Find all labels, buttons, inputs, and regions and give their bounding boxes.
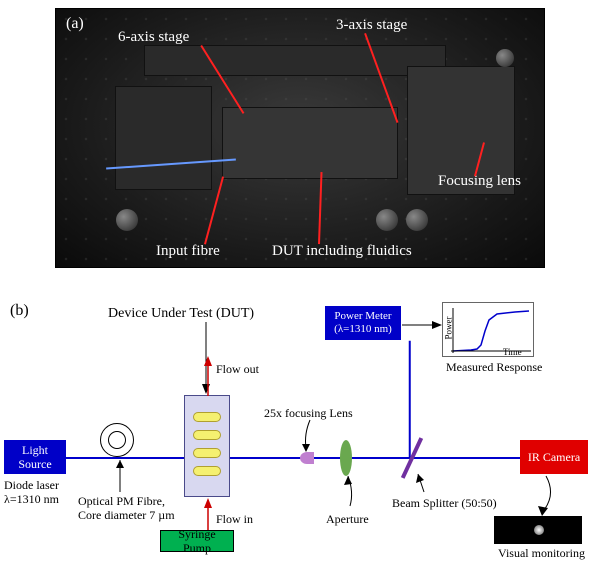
power-meter-box: Power Meter (λ=1310 nm) bbox=[325, 306, 401, 340]
graph-xlabel: Time bbox=[503, 347, 522, 357]
annotation-focuslens: Focusing lens bbox=[438, 173, 521, 190]
measured-response-text: Measured Response bbox=[446, 360, 542, 375]
stage-center-block bbox=[222, 107, 398, 179]
ircamera-arrow bbox=[538, 476, 558, 516]
small-lens-icon bbox=[300, 452, 314, 464]
syringe-pump-text: Syringe Pump bbox=[164, 527, 230, 556]
panel-b-schematic: (b) Light Source Diode laser λ=1310 nm O… bbox=[0, 290, 600, 560]
dut-title: Device Under Test (DUT) bbox=[108, 306, 254, 322]
fiber-text-1: Optical PM Fibre, bbox=[78, 494, 165, 509]
knob-3 bbox=[406, 209, 428, 231]
fiber-arrow bbox=[115, 460, 125, 498]
response-graph: Power Time bbox=[442, 302, 534, 357]
wavelength-text: λ=1310 nm bbox=[4, 492, 59, 507]
power-meter-line2: (λ=1310 nm) bbox=[334, 323, 392, 336]
panel-a-photo: (a) 6-axis stage 3-axis stage Focusing l… bbox=[55, 8, 545, 268]
aperture-arrow bbox=[344, 476, 358, 512]
stage-top-block bbox=[144, 45, 447, 76]
graph-ylabel: Power bbox=[444, 317, 454, 340]
light-source-box: Light Source bbox=[4, 440, 66, 474]
panel-a-label: (a) bbox=[66, 15, 84, 33]
dut-box bbox=[184, 395, 230, 497]
fiber-text-2: Core diameter 7 µm bbox=[78, 508, 175, 523]
panel-b-label: (b) bbox=[10, 302, 29, 320]
beam-splitter-text: Beam Splitter (50:50) bbox=[392, 496, 497, 511]
knob-4 bbox=[496, 49, 514, 67]
dut-channel-4 bbox=[193, 466, 221, 476]
dut-channel-2 bbox=[193, 430, 221, 440]
flow-in-arrow bbox=[202, 498, 214, 530]
annotation-inputfibre: Input fibre bbox=[156, 243, 220, 260]
ir-camera-box: IR Camera bbox=[520, 440, 588, 474]
power-meter-line1: Power Meter bbox=[334, 310, 392, 323]
focusing-lens-text: 25x focusing Lens bbox=[264, 406, 353, 421]
annotation-dut: DUT including fluidics bbox=[272, 243, 412, 260]
dut-channel-1 bbox=[193, 412, 221, 422]
annotation-6axis: 6-axis stage bbox=[118, 29, 189, 46]
syringe-pump-box: Syringe Pump bbox=[160, 530, 234, 552]
diode-laser-text: Diode laser bbox=[4, 478, 59, 493]
flow-out-arrow bbox=[202, 356, 214, 396]
beam-path-main bbox=[66, 457, 520, 459]
aperture-lens-icon bbox=[340, 440, 352, 476]
beamsplitter-arrow bbox=[414, 474, 428, 498]
aperture-text: Aperture bbox=[326, 512, 369, 527]
visual-monitor-box bbox=[494, 516, 582, 544]
fiber-loop-inner bbox=[108, 431, 126, 449]
focusing-lens-arrow bbox=[300, 420, 316, 454]
powermeter-to-graph bbox=[402, 320, 442, 330]
knob-1 bbox=[116, 209, 138, 231]
knob-2 bbox=[376, 209, 398, 231]
flow-in-text: Flow in bbox=[216, 512, 253, 527]
beam-path-up bbox=[409, 341, 411, 458]
stage-left-block bbox=[115, 86, 213, 189]
light-source-text: Light Source bbox=[7, 443, 63, 472]
visual-monitoring-text: Visual monitoring bbox=[498, 546, 585, 561]
flow-out-text: Flow out bbox=[216, 362, 259, 377]
visual-monitor-spot bbox=[534, 525, 544, 535]
ir-camera-text: IR Camera bbox=[528, 450, 580, 464]
dut-channel-3 bbox=[193, 448, 221, 458]
annotation-3axis: 3-axis stage bbox=[336, 17, 407, 34]
